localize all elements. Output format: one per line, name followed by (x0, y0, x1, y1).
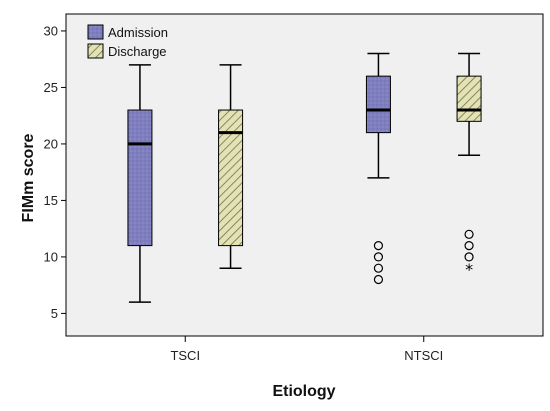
outlier-point (464, 241, 474, 251)
legend-label-discharge: Discharge (108, 44, 167, 59)
y-tick-label: 15 (44, 193, 58, 208)
legend-swatch-discharge (87, 43, 104, 59)
box-discharge-ntsci: * (456, 52, 482, 279)
outlier-point (464, 229, 474, 239)
iqr-box (365, 75, 391, 134)
outlier-point (373, 241, 384, 251)
x-tick-label: TSCI (170, 348, 200, 363)
extreme-point: * (465, 260, 473, 279)
x-axis: TSCI NTSCI (170, 336, 443, 363)
y-tick-label: 25 (44, 80, 58, 95)
boxes-layer: * (127, 52, 482, 303)
outlier-point (373, 274, 384, 285)
y-tick-label: 5 (51, 306, 58, 321)
y-axis-title: FIMm score (20, 133, 37, 222)
iqr-box (456, 75, 482, 122)
legend-label-admission: Admission (108, 25, 168, 40)
iqr-box (218, 109, 244, 247)
x-axis-title: Etiology (272, 383, 335, 400)
y-tick-label: 20 (44, 136, 58, 151)
box-discharge-tsci (218, 64, 244, 269)
box-admission-tsci (127, 64, 153, 303)
outlier-point (373, 252, 384, 262)
iqr-box (127, 109, 153, 247)
outlier-point (464, 252, 474, 262)
box-admission-ntsci (365, 52, 391, 285)
y-tick-label: 10 (44, 249, 58, 264)
y-tick-label: 30 (44, 23, 58, 38)
outlier-point (373, 263, 384, 273)
x-tick-label: NTSCI (404, 348, 443, 363)
legend-swatch-admission (87, 24, 104, 40)
legend: Admission Discharge (87, 24, 168, 59)
y-axis: 5 10 15 20 25 30 (44, 23, 66, 321)
